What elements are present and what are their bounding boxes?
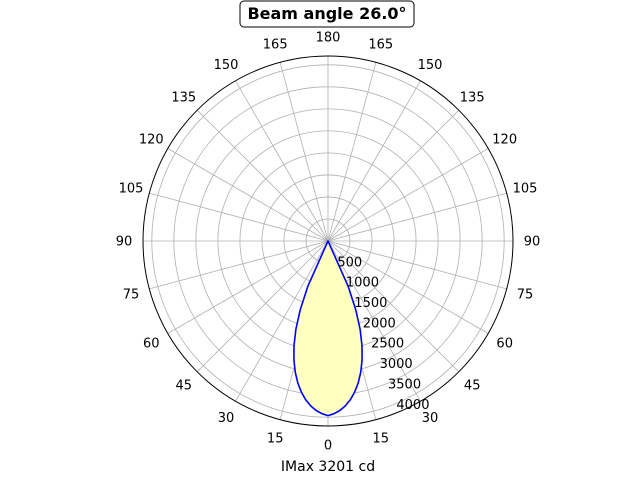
radial-tick-labels: 500 1000 1500 2000 2500 3000 3500 4000 bbox=[337, 255, 429, 413]
angle-tick-label: 60 bbox=[143, 337, 160, 352]
angle-tick-label: 150 bbox=[214, 58, 239, 73]
chart-title: Beam angle 26.0° bbox=[247, 4, 406, 23]
angular-gridline bbox=[167, 240, 329, 334]
angular-gridline bbox=[149, 192, 329, 242]
radial-tick-label: 1500 bbox=[354, 296, 387, 311]
angle-tick-label: 45 bbox=[464, 379, 481, 394]
angle-tick-label: 15 bbox=[373, 432, 390, 447]
angular-gridline bbox=[167, 148, 329, 242]
angular-gridline bbox=[196, 109, 329, 242]
angle-tick-label: 60 bbox=[496, 337, 513, 352]
angle-tick-label: 30 bbox=[422, 411, 439, 426]
angle-tick-label: 0 bbox=[324, 439, 332, 454]
angle-tick-label: 120 bbox=[139, 133, 164, 148]
angle-tick-label: 30 bbox=[218, 411, 235, 426]
angle-tick-label: 165 bbox=[368, 38, 393, 53]
radial-tick-label: 2500 bbox=[371, 337, 404, 352]
angular-gridline bbox=[235, 80, 329, 242]
radial-tick-label: 500 bbox=[337, 255, 362, 270]
radial-tick-label: 3000 bbox=[380, 357, 413, 372]
angular-gridline bbox=[327, 80, 421, 242]
angle-tick-label: 75 bbox=[517, 287, 534, 302]
angle-tick-label: 165 bbox=[263, 38, 288, 53]
angle-tick-label: 75 bbox=[123, 287, 140, 302]
angular-gridline bbox=[235, 240, 329, 402]
angular-gridline bbox=[327, 240, 489, 334]
radial-tick-label: 3500 bbox=[388, 377, 421, 392]
angular-gridline bbox=[327, 240, 507, 290]
angular-gridline bbox=[279, 62, 329, 242]
angular-gridline bbox=[327, 62, 377, 242]
radial-tick-label: 1000 bbox=[346, 276, 379, 291]
angular-gridline bbox=[327, 192, 507, 242]
angle-tick-label: 105 bbox=[513, 182, 538, 197]
radial-tick-label: 4000 bbox=[396, 398, 429, 413]
angular-gridline bbox=[327, 109, 460, 242]
title-box bbox=[239, 0, 415, 28]
angle-tick-label: 135 bbox=[171, 90, 196, 105]
series-area-fill bbox=[293, 241, 363, 416]
angular-gridline bbox=[149, 240, 329, 290]
radial-tick-label: 2000 bbox=[363, 316, 396, 331]
series-layer bbox=[293, 240, 363, 417]
angular-gridline bbox=[327, 240, 460, 373]
angular-gridline bbox=[327, 240, 421, 402]
angle-tick-label: 15 bbox=[267, 432, 284, 447]
angular-gridline bbox=[327, 148, 489, 242]
angle-tick-label: 120 bbox=[492, 133, 517, 148]
series-line bbox=[293, 240, 363, 417]
angle-tick-label: 45 bbox=[176, 379, 193, 394]
angle-tick-label: 90 bbox=[116, 235, 133, 250]
x-axis-label: IMax 3201 cd bbox=[281, 459, 375, 475]
angle-tick-label: 135 bbox=[460, 90, 485, 105]
angle-tick-label: 180 bbox=[316, 31, 341, 46]
angle-tick-labels: 180 1651501351201059075604530150153045607… bbox=[116, 31, 541, 454]
polar-frame bbox=[142, 55, 514, 427]
angular-gridline bbox=[196, 240, 329, 373]
angle-tick-label: 105 bbox=[119, 182, 144, 197]
angle-tick-label: 150 bbox=[418, 58, 443, 73]
angle-tick-label: 90 bbox=[524, 235, 541, 250]
